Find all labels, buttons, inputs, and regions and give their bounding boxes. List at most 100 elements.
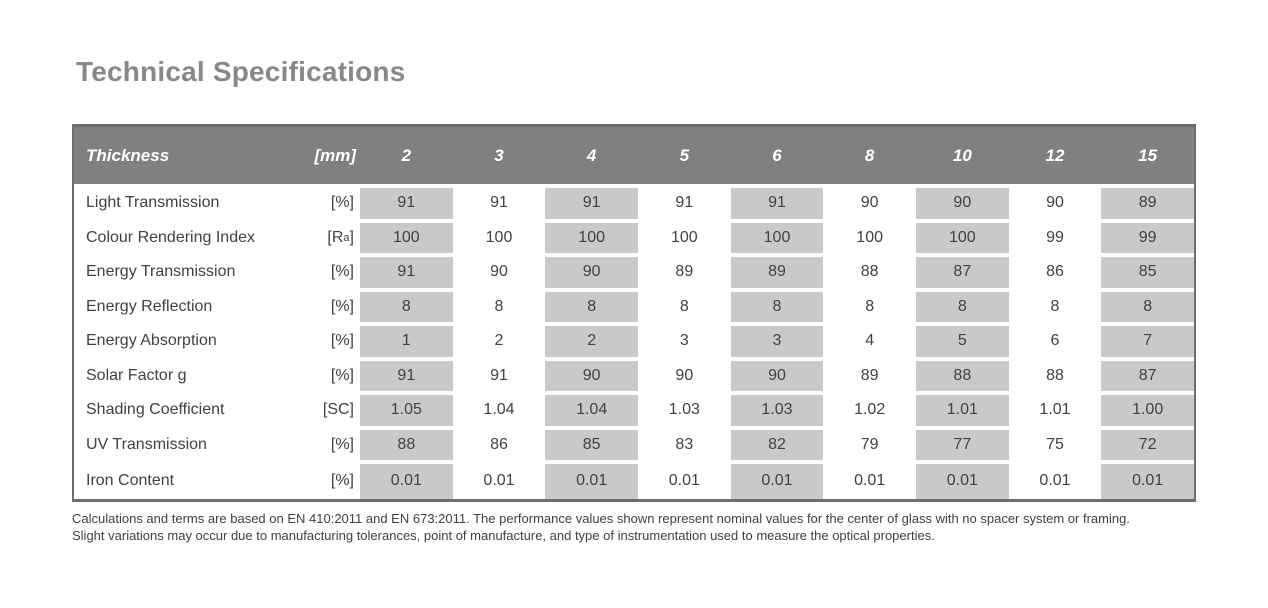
row-label: Energy Transmission xyxy=(74,257,288,292)
header-unit-mm: [mm] xyxy=(314,145,356,165)
value-cell: 4 xyxy=(823,326,916,361)
value-cell: 89 xyxy=(823,361,916,395)
value-cell: 91 xyxy=(637,188,731,223)
value-cell: 75 xyxy=(1008,430,1102,464)
value-cell: 89 xyxy=(730,257,824,292)
value-cell: 8 xyxy=(360,291,453,326)
value-cell: 3 xyxy=(637,326,731,361)
value-cell: 77 xyxy=(915,429,1009,464)
value-cell: 8 xyxy=(452,292,546,326)
row-unit: [%] xyxy=(288,430,360,464)
value-cell: 100 xyxy=(452,223,546,257)
table-header-row: Thickness [mm] 2 3 4 5 6 8 10 12 15 xyxy=(74,124,1194,184)
value-cell: 1.02 xyxy=(823,395,916,430)
value-cell: 90 xyxy=(637,361,731,395)
page-title: Technical Specifications xyxy=(76,56,406,87)
header-col-3mm: 3 xyxy=(494,145,504,165)
row-label: Light Transmission xyxy=(74,188,288,223)
row-unit: [%] xyxy=(288,361,360,395)
value-cell: 8 xyxy=(545,291,638,326)
value-cell: 85 xyxy=(545,429,638,464)
value-cell: 91 xyxy=(360,360,453,395)
row-unit: [%] xyxy=(330,472,354,490)
value-cell: 1.05 xyxy=(360,395,453,430)
row-label: Energy Absorption xyxy=(74,326,288,361)
row-unit: [R a] xyxy=(288,223,360,257)
value-cell: 0.01 xyxy=(545,464,638,499)
value-cell: 0.01 xyxy=(730,464,824,499)
value-cell: 100 xyxy=(637,223,731,257)
value-cell: 100 xyxy=(823,223,916,257)
value-cell: 91 xyxy=(452,361,546,395)
value-cell: 86 xyxy=(452,430,546,464)
table-row: Energy Reflection [%] 8 8 8 8 8 8 8 8 8 xyxy=(74,291,1194,326)
value-cell: 91 xyxy=(730,188,824,223)
value-cell: 0.01 xyxy=(915,464,1009,499)
value-cell: 2 xyxy=(545,326,638,361)
row-unit: [%] xyxy=(288,257,360,292)
value-cell: 88 xyxy=(915,360,1009,395)
value-cell: 91 xyxy=(360,257,453,292)
value-cell: 1.03 xyxy=(730,395,824,430)
value-cell: 100 xyxy=(360,222,453,257)
value-cell: 88 xyxy=(1008,361,1102,395)
value-cell: 8 xyxy=(730,291,824,326)
value-cell: 1.04 xyxy=(545,395,638,430)
value-cell: 100 xyxy=(915,222,1009,257)
value-cell: 87 xyxy=(915,257,1009,292)
value-cell: 8 xyxy=(1101,291,1194,326)
value-cell: 1.03 xyxy=(637,395,731,430)
technical-specifications-table: Thickness [mm] 2 3 4 5 6 8 10 12 15 Light Transm… xyxy=(72,124,1196,502)
value-cell: 0.01 xyxy=(1039,472,1071,490)
table-body: Light Transmission [%] 91 91 91 91 91 90 90 90 89 C… xyxy=(74,184,1194,499)
value-cell: 3 xyxy=(730,326,824,361)
value-cell: 91 xyxy=(452,188,546,223)
value-cell: 2 xyxy=(452,326,546,361)
value-cell: 88 xyxy=(360,429,453,464)
value-cell: 83 xyxy=(637,430,731,464)
value-cell: 99 xyxy=(1101,222,1194,257)
value-cell: 8 xyxy=(915,291,1009,326)
table-row: Iron Content [%] 0.01 0.01 0.01 0.01 0.01 0.01 0… xyxy=(74,464,1194,499)
table-row: Colour Rendering Index [R a] 100 100 100 100 10… xyxy=(74,222,1194,257)
value-cell: 91 xyxy=(545,188,638,223)
value-cell: 0.01 xyxy=(360,464,453,499)
row-label: Solar Factor g xyxy=(74,361,288,395)
value-cell: 8 xyxy=(823,292,916,326)
value-cell: 0.01 xyxy=(483,472,515,490)
value-cell: 90 xyxy=(1008,188,1102,223)
value-cell: 1.01 xyxy=(1008,395,1102,430)
value-cell: 1 xyxy=(360,326,453,361)
value-cell: 90 xyxy=(915,188,1009,223)
header-col-12mm: 12 xyxy=(1045,145,1065,165)
value-cell: 90 xyxy=(545,257,638,292)
row-label: Colour Rendering Index xyxy=(74,223,288,257)
header-col-2mm: 2 xyxy=(401,145,412,165)
value-cell: 0.01 xyxy=(854,472,886,490)
value-cell: 89 xyxy=(637,257,731,292)
value-cell: 7 xyxy=(1101,326,1194,361)
value-cell: 8 xyxy=(637,292,731,326)
value-cell: 85 xyxy=(1101,257,1194,292)
table-row: Solar Factor g [%] 91 91 90 90 90 89 88 88 87 xyxy=(74,360,1194,395)
footnote-line-1: Calculations and terms are based on EN 4… xyxy=(72,511,1130,526)
header-col-15mm: 15 xyxy=(1138,145,1158,165)
value-cell: 89 xyxy=(1101,188,1194,223)
header-col-8mm: 8 xyxy=(864,145,875,165)
header-col-5mm: 5 xyxy=(679,145,690,165)
value-cell: 99 xyxy=(1008,223,1102,257)
value-cell: 1.00 xyxy=(1101,395,1194,430)
value-cell: 90 xyxy=(823,188,916,223)
value-cell: 90 xyxy=(545,360,638,395)
header-col-6mm: 6 xyxy=(772,145,782,165)
value-cell: 88 xyxy=(823,257,916,292)
table-row: Shading Coefficient [SC] 1.05 1.04 1.04 1.03 1… xyxy=(74,395,1194,430)
value-cell: 5 xyxy=(915,326,1009,361)
value-cell: 0.01 xyxy=(668,472,700,490)
table-row: Light Transmission [%] 91 91 91 91 91 90 90 90 89 xyxy=(74,188,1194,223)
value-cell: 100 xyxy=(545,222,638,257)
row-unit: [%] xyxy=(288,326,360,361)
header-thickness-label: Thickness xyxy=(86,145,170,165)
value-cell: 91 xyxy=(360,188,453,223)
